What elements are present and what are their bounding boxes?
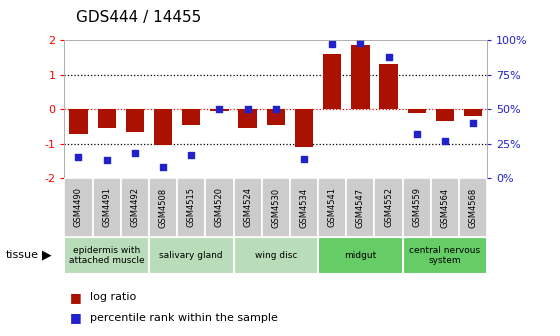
Bar	[206, 178, 234, 237]
Bar	[403, 237, 487, 274]
Bar	[234, 178, 262, 237]
Bar	[149, 237, 234, 274]
Point	[469, 120, 478, 126]
Point	[300, 156, 309, 162]
Bar	[64, 237, 149, 274]
Text: log ratio: log ratio	[90, 292, 136, 302]
Text: GSM4568: GSM4568	[469, 187, 478, 227]
Text: GSM4524: GSM4524	[243, 187, 252, 227]
Point	[412, 131, 421, 137]
Text: GDS444 / 14455: GDS444 / 14455	[76, 10, 201, 25]
Point	[440, 138, 449, 143]
Bar	[379, 65, 398, 109]
Bar	[375, 178, 403, 237]
Text: wing disc: wing disc	[255, 251, 297, 260]
Bar	[154, 109, 172, 145]
Point	[74, 155, 83, 160]
Text: GSM4530: GSM4530	[271, 187, 281, 227]
Text: epidermis with
attached muscle: epidermis with attached muscle	[69, 246, 144, 265]
Point	[356, 40, 365, 46]
Bar	[290, 178, 318, 237]
Text: GSM4534: GSM4534	[300, 187, 309, 227]
Point	[102, 158, 111, 163]
Text: salivary gland: salivary gland	[160, 251, 223, 260]
Bar	[318, 237, 403, 274]
Text: GSM4508: GSM4508	[158, 187, 167, 227]
Bar	[210, 109, 228, 111]
Text: ■: ■	[70, 291, 82, 304]
Point	[384, 54, 393, 59]
Bar	[464, 109, 482, 116]
Text: GSM4492: GSM4492	[130, 187, 139, 227]
Bar	[346, 178, 375, 237]
Point	[158, 164, 167, 170]
Text: GSM4490: GSM4490	[74, 187, 83, 227]
Bar	[69, 109, 88, 134]
Bar	[318, 178, 346, 237]
Point	[271, 107, 280, 112]
Text: GSM4541: GSM4541	[328, 187, 337, 227]
Text: ▶: ▶	[42, 249, 52, 262]
Text: GSM4547: GSM4547	[356, 187, 365, 227]
Bar	[403, 178, 431, 237]
Text: ■: ■	[70, 311, 82, 324]
Text: GSM4520: GSM4520	[215, 187, 224, 227]
Point	[328, 42, 337, 47]
Bar	[92, 178, 121, 237]
Text: central nervous
system: central nervous system	[409, 246, 480, 265]
Bar	[436, 109, 454, 121]
Text: GSM4515: GSM4515	[186, 187, 196, 227]
Text: GSM4552: GSM4552	[384, 187, 393, 227]
Bar	[323, 54, 342, 109]
Text: midgut: midgut	[344, 251, 376, 260]
Bar	[149, 178, 177, 237]
Bar	[97, 109, 116, 128]
Bar	[267, 109, 285, 125]
Bar	[121, 178, 149, 237]
Bar	[351, 45, 370, 109]
Text: tissue: tissue	[6, 250, 39, 260]
Point	[215, 107, 224, 112]
Text: percentile rank within the sample: percentile rank within the sample	[90, 312, 277, 323]
Point	[243, 107, 252, 112]
Text: GSM4564: GSM4564	[440, 187, 450, 227]
Bar	[234, 237, 318, 274]
Bar	[459, 178, 487, 237]
Bar	[125, 109, 144, 132]
Bar	[408, 109, 426, 113]
Text: GSM4491: GSM4491	[102, 187, 111, 227]
Point	[130, 151, 139, 156]
Bar	[431, 178, 459, 237]
Text: GSM4559: GSM4559	[412, 187, 421, 227]
Bar	[295, 109, 313, 147]
Bar	[64, 178, 92, 237]
Bar	[262, 178, 290, 237]
Bar	[239, 109, 257, 128]
Bar	[177, 178, 206, 237]
Point	[187, 152, 196, 157]
Bar	[182, 109, 200, 125]
